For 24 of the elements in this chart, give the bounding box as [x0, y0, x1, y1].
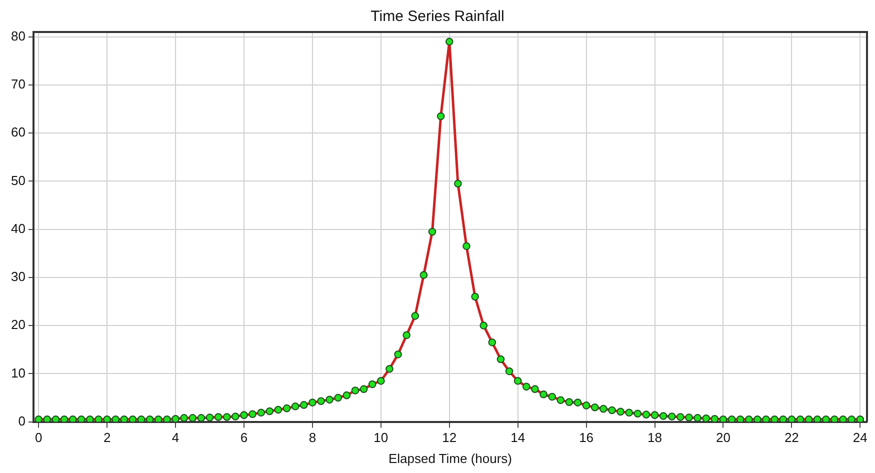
x-tick-label: 20: [716, 430, 730, 446]
x-tick-label: 6: [240, 430, 248, 446]
x-tick-label: 22: [784, 430, 799, 446]
y-tick-label: 70: [10, 76, 26, 92]
y-tick-label: 40: [10, 220, 26, 236]
chart-title: Time Series Rainfall: [370, 8, 504, 26]
y-tick-label: 60: [10, 124, 26, 140]
y-tick-label: 80: [10, 28, 26, 44]
y-tick-label: 20: [10, 317, 26, 332]
y-tick-label: 10: [10, 365, 26, 380]
y-tick-label: 30: [10, 269, 26, 284]
x-tick-label: 16: [579, 430, 594, 446]
x-tick-label: 4: [172, 430, 180, 446]
x-tick-label: 18: [648, 430, 662, 446]
x-tick-label: 0: [34, 430, 42, 446]
x-tick-label: 2: [103, 430, 111, 446]
x-axis-title: Elapsed Time (hours): [388, 450, 512, 466]
y-tick-label: 50: [10, 172, 26, 188]
x-tick-label: 24: [852, 430, 868, 446]
x-tick-label: 8: [308, 430, 316, 446]
x-tick-label: 14: [510, 430, 526, 446]
y-tick-label: 0: [18, 413, 26, 428]
x-tick-label: 10: [374, 430, 388, 446]
x-tick-label: 12: [442, 430, 457, 446]
